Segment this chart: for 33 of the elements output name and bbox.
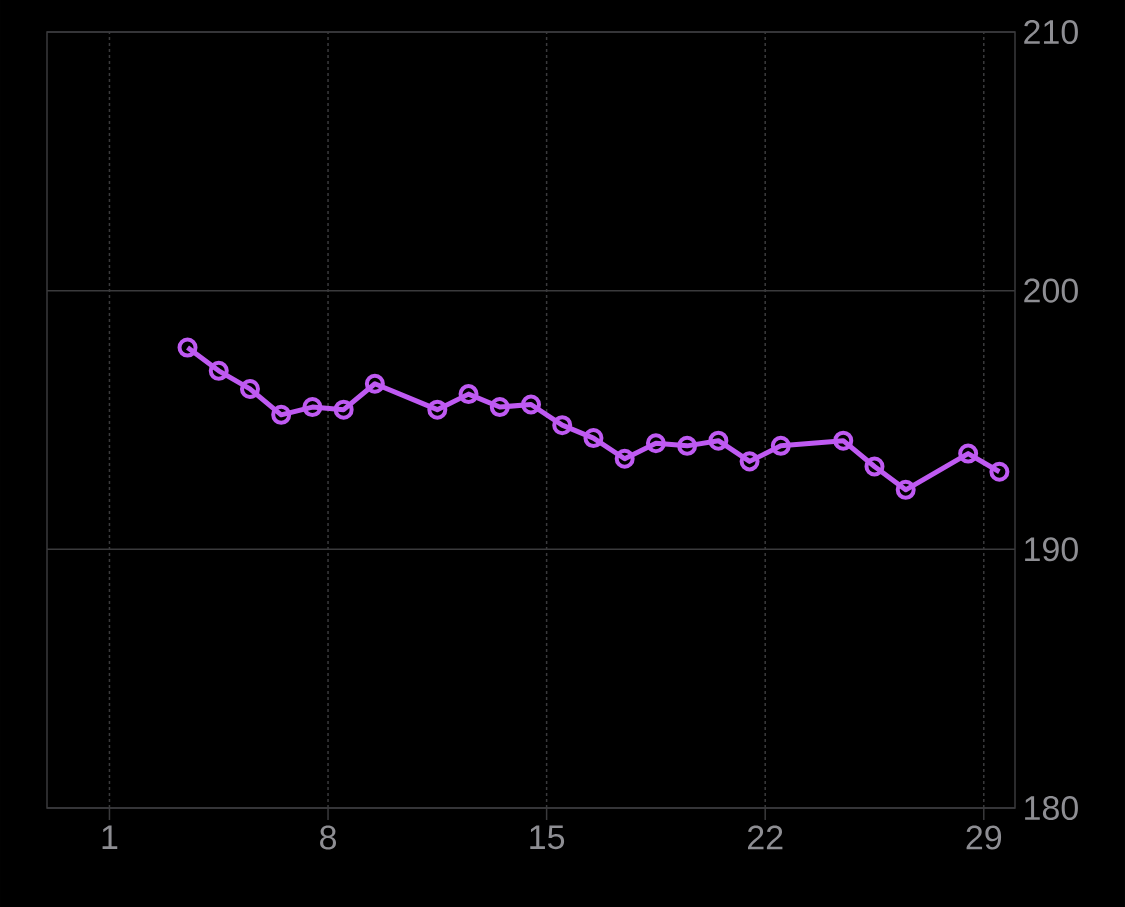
point <box>302 397 323 418</box>
point <box>208 360 229 381</box>
point <box>614 448 635 469</box>
x-tick-label: 8 <box>320 825 337 850</box>
y-tick-label: 190 <box>1025 537 1078 562</box>
x-tick-label: 1 <box>102 825 118 849</box>
point <box>427 399 448 420</box>
point <box>708 430 729 451</box>
point <box>770 435 791 456</box>
y-tick-label: 210 <box>1024 19 1078 45</box>
point <box>645 433 666 454</box>
point <box>958 443 979 464</box>
point <box>677 435 698 456</box>
point <box>239 378 260 399</box>
x-tick-label: 29 <box>966 825 1002 850</box>
point <box>583 428 604 449</box>
point <box>864 456 885 477</box>
y-tick-label: 180 <box>1025 795 1078 821</box>
point <box>489 397 510 418</box>
x-tick-label: 22 <box>748 825 783 850</box>
point <box>271 404 292 425</box>
y-tick-label: 200 <box>1024 278 1078 303</box>
point <box>989 461 1010 482</box>
point <box>552 415 573 436</box>
point <box>833 430 854 451</box>
point <box>333 399 354 420</box>
point <box>739 451 760 472</box>
point <box>521 394 541 415</box>
x-tick-label: 15 <box>530 825 565 850</box>
point <box>895 479 916 500</box>
point <box>364 373 385 394</box>
point <box>458 384 479 405</box>
point <box>177 337 198 358</box>
